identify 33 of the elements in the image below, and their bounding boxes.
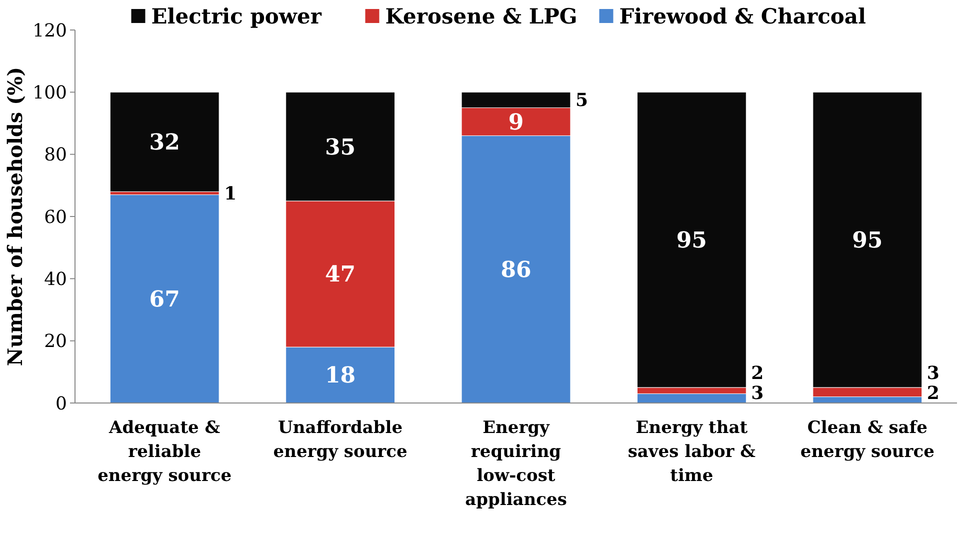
legend-label: Electric power — [151, 3, 322, 28]
data-label: 5 — [575, 90, 588, 112]
y-axis-title: Number of households (%) — [3, 66, 27, 366]
data-label: 47 — [324, 262, 356, 288]
y-tick-label: 0 — [56, 393, 67, 414]
legend-label: Firewood & Charcoal — [619, 3, 866, 28]
data-label: 95 — [676, 228, 708, 254]
data-label: 95 — [852, 228, 883, 254]
data-label: 9 — [508, 109, 524, 136]
data-label: 2 — [751, 362, 764, 384]
y-tick-label: 40 — [44, 268, 67, 290]
y-tick-label: 80 — [44, 144, 67, 166]
y-tick-label: 20 — [44, 331, 67, 352]
data-label: 86 — [500, 257, 532, 284]
x-tick-label: Adequate & reliable energy source — [98, 418, 232, 486]
y-tick-label: 120 — [32, 20, 67, 42]
bar — [110, 194, 220, 404]
data-label: 67 — [149, 286, 180, 313]
data-label: 1 — [224, 183, 237, 204]
x-tick-label: Clean & safe energy source — [800, 418, 935, 462]
data-label: 3 — [926, 362, 940, 384]
data-label: 35 — [324, 134, 356, 160]
x-tick-label: Energy requiring low-cost appliances — [465, 418, 567, 510]
data-label: 32 — [149, 130, 180, 156]
x-tick-label: Energy that saves labor & time — [628, 418, 756, 486]
data-label: 18 — [324, 362, 356, 389]
data-label: 3 — [751, 383, 764, 404]
data-label: 2 — [926, 383, 940, 404]
legend-label: Kerosene & LPG — [385, 3, 578, 28]
y-tick-label: 100 — [32, 82, 67, 104]
y-tick-label: 60 — [44, 206, 67, 228]
bar — [110, 92, 220, 192]
x-tick-label: Unaffordable energy source — [273, 418, 408, 462]
